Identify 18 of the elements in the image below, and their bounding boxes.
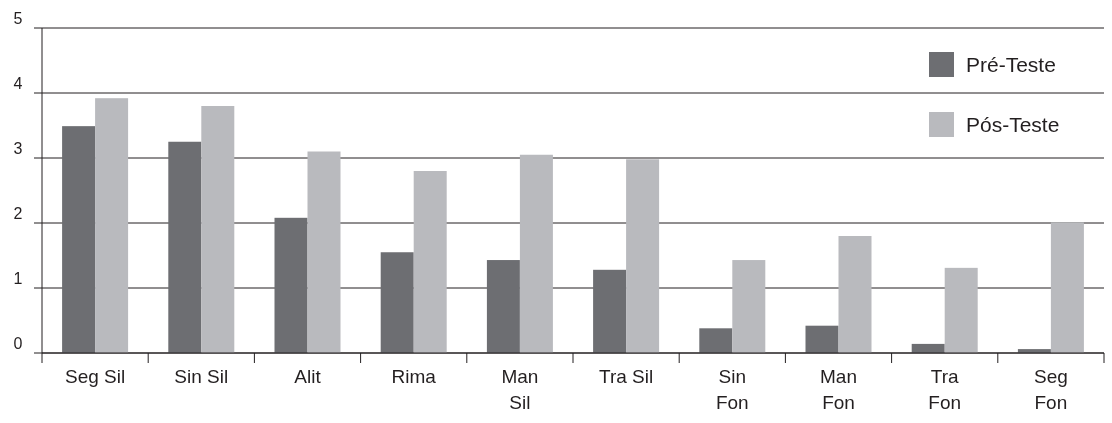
x-tick-label: Man Sil: [501, 366, 539, 413]
y-tick-label: 2: [13, 205, 23, 222]
x-tick-label: Seg Fon: [1033, 366, 1068, 413]
legend-label: Pós-Teste: [966, 113, 1060, 136]
x-tick-label: Man Fon: [820, 366, 857, 413]
x-tick-label: Tra Sil: [599, 366, 654, 387]
y-tick-label: 4: [13, 75, 23, 92]
x-tick-label: Rima: [391, 366, 437, 387]
x-tick-label: Tra Fon: [928, 366, 962, 413]
y-tick-label: 5: [13, 10, 23, 27]
x-tick-label: Seg Sil: [65, 366, 126, 387]
x-tick-label: Sin Sil: [174, 366, 229, 387]
y-tick-label: 3: [13, 140, 23, 157]
x-tick-label: Sin Fon: [715, 366, 749, 413]
y-tick-label: 1: [13, 270, 23, 287]
y-tick-label: 0: [13, 335, 23, 352]
x-tick-label: Alit: [294, 366, 322, 387]
legend-label: Pré-Teste: [966, 53, 1056, 76]
